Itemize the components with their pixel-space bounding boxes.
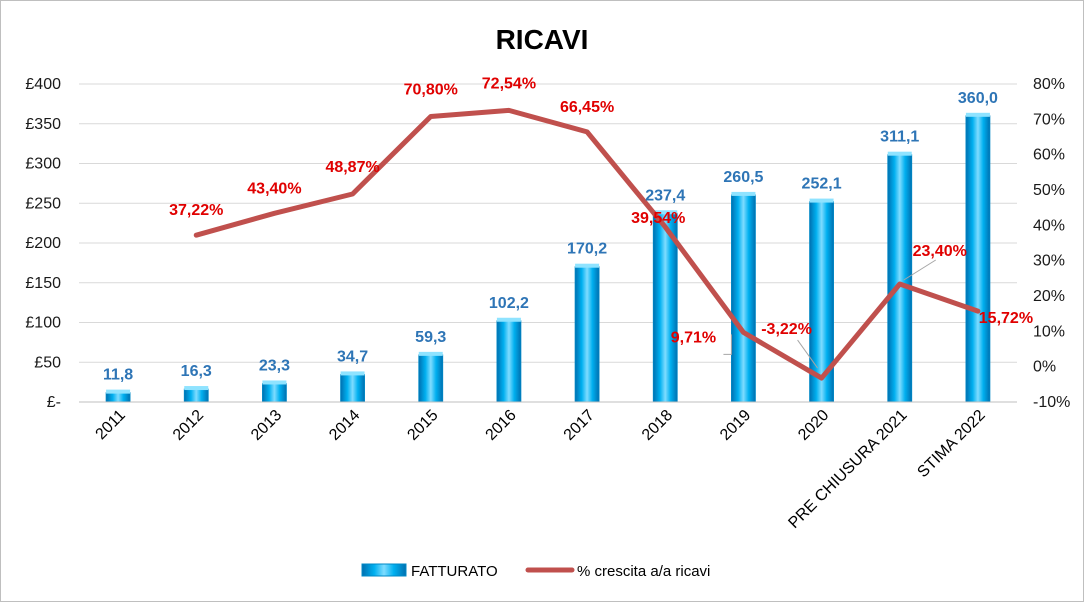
bar: [887, 154, 913, 403]
legend: FATTURATO % crescita a/a ricavi: [361, 563, 710, 580]
y-right-tick-label: 0%: [1033, 359, 1056, 376]
bar: [574, 266, 600, 403]
bar: [496, 320, 522, 403]
y-right-tick-label: 70%: [1033, 111, 1065, 128]
y-right-tick-label: 50%: [1033, 182, 1065, 199]
bar-data-label: 170,2: [567, 241, 607, 258]
bar-cap: [106, 389, 131, 394]
y-left-tick-label: £400: [25, 76, 61, 93]
bar: [183, 388, 209, 403]
x-tick-label: 2016: [483, 407, 520, 444]
x-tick-label: 2017: [561, 407, 598, 444]
legend-swatch-fatturato: [361, 563, 407, 577]
x-tick-label: 2015: [404, 407, 441, 444]
line-series: [193, 107, 981, 381]
bar-data-label: 311,1: [880, 129, 919, 146]
x-tick-label: 2012: [170, 407, 207, 444]
leader-line: [723, 334, 732, 355]
line-data-label: -3,22%: [761, 321, 812, 338]
x-tick-label: 2019: [717, 407, 754, 444]
bar: [262, 383, 287, 403]
x-tick-label: 2018: [639, 407, 676, 444]
y-left-tick-label: £-: [47, 394, 61, 411]
series-line-crescita: [193, 107, 981, 381]
bar-cap: [653, 210, 678, 215]
y-right-tick-label: -10%: [1033, 394, 1070, 411]
legend-label-crescita: % crescita a/a ricavi: [577, 563, 710, 580]
bar-cap: [340, 371, 365, 376]
legend-label-fatturato: FATTURATO: [411, 563, 498, 580]
line-data-label: 70,80%: [404, 82, 458, 99]
y-right-tick-label: 60%: [1033, 147, 1065, 164]
leader-line: [903, 259, 937, 281]
bar-data-label: 59,3: [415, 329, 446, 346]
data-labels: 11,8 16,3 23,3 34,7 59,3 102,2 170,2 237,4 260,5…: [103, 75, 1033, 383]
line-data-label: 72,54%: [482, 75, 536, 92]
bar: [731, 194, 756, 403]
x-tick-label: 2020: [795, 407, 832, 444]
bar-data-label: 23,3: [259, 357, 290, 374]
line-data-label: 66,45%: [560, 99, 614, 116]
x-tick-label: 2013: [248, 407, 285, 444]
bar-data-label: 34,7: [337, 348, 368, 365]
line-data-label: 9,71%: [671, 329, 716, 346]
bar-data-label: 360,0: [958, 90, 998, 107]
leader-line: [797, 339, 818, 369]
bar-data-label: 16,3: [181, 363, 212, 380]
gridlines: [79, 83, 1017, 363]
line-data-label: 37,22%: [169, 202, 223, 219]
chart-title: RICAVI: [496, 24, 589, 55]
y-left-tick-label: £250: [25, 195, 61, 212]
bar-cap: [496, 317, 521, 322]
y-left-tick-label: £150: [25, 275, 61, 292]
y-left-tick-label: £50: [34, 354, 61, 371]
bar-data-label: 237,4: [645, 187, 685, 204]
y-left-tick-label: £300: [25, 156, 61, 173]
y-right-tick-label: 10%: [1033, 323, 1065, 340]
bar-cap: [418, 351, 443, 356]
x-tick-label: 2011: [93, 407, 129, 443]
line-data-label: 39,54%: [631, 210, 685, 227]
bar-cap: [731, 191, 756, 196]
bar: [340, 374, 365, 403]
y-left-tick-label: £350: [25, 116, 61, 133]
bar: [965, 115, 991, 403]
bar-data-label: 252,1: [802, 176, 842, 193]
bar-cap: [262, 380, 287, 385]
line-data-label: 23,40%: [913, 243, 967, 260]
bar: [105, 392, 131, 403]
bar-cap: [575, 263, 600, 268]
y-left-tick-label: £200: [25, 235, 61, 252]
bar-cap: [184, 386, 209, 391]
y-right-tick-label: 40%: [1033, 217, 1065, 234]
bar: [418, 354, 444, 403]
line-data-label: 43,40%: [247, 180, 301, 197]
y-right-tick-label: 80%: [1033, 76, 1065, 93]
y-right-tick-label: 30%: [1033, 253, 1065, 270]
y-left-tick-label: £100: [25, 315, 61, 332]
y-right-tick-label: 20%: [1033, 288, 1065, 305]
bar-series: [105, 112, 991, 403]
bar: [652, 212, 678, 403]
x-tick-label: 2014: [326, 407, 363, 444]
bar-data-label: 260,5: [723, 169, 763, 186]
bar-data-label: 102,2: [489, 295, 529, 312]
x-tick-label: STIMA 2022: [914, 407, 988, 481]
bar-cap: [809, 198, 834, 203]
line-data-label: 15,72%: [979, 310, 1033, 327]
bar-cap: [887, 151, 912, 156]
bar-cap: [965, 112, 990, 117]
line-data-label: 48,87%: [325, 159, 379, 176]
bar-data-label: 11,8: [103, 367, 133, 384]
